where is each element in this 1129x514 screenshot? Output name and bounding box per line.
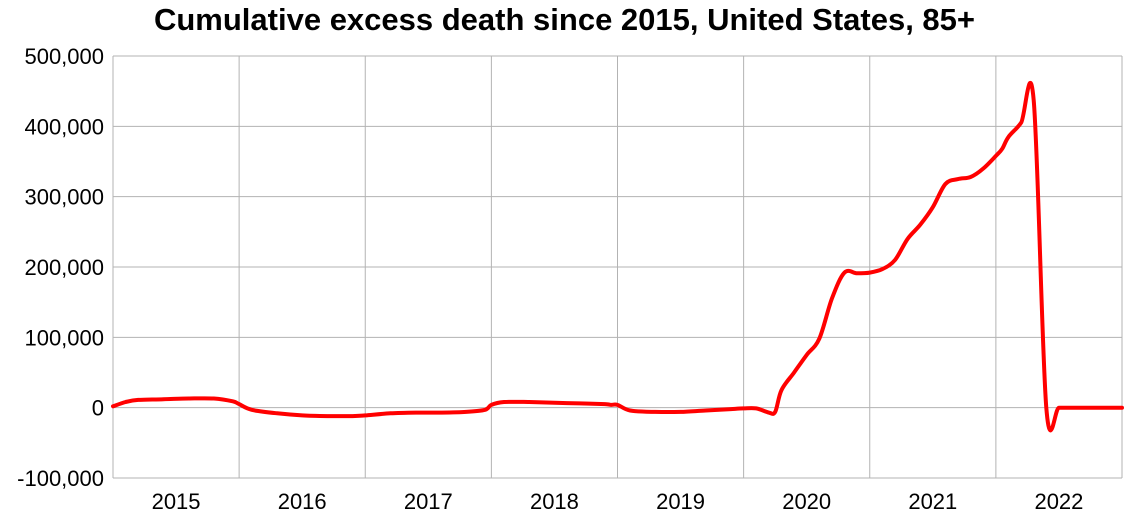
- y-tick-label: 500,000: [24, 44, 104, 69]
- y-tick-label: 200,000: [24, 255, 104, 280]
- series-line: [111, 80, 1124, 433]
- x-tick-label: 2017: [404, 489, 453, 514]
- y-tick-label: 100,000: [24, 325, 104, 350]
- y-tick-label: 300,000: [24, 185, 104, 210]
- x-tick-label: 2019: [656, 489, 705, 514]
- x-tick-label: 2022: [1034, 489, 1083, 514]
- x-tick-label: 2015: [152, 489, 201, 514]
- x-tick-label: 2020: [782, 489, 831, 514]
- x-tick-label: 2018: [530, 489, 579, 514]
- y-tick-label: -100,000: [17, 466, 104, 491]
- y-tick-label: 0: [92, 396, 104, 421]
- x-tick-label: 2016: [278, 489, 327, 514]
- x-tick-label: 2021: [908, 489, 957, 514]
- chart-title: Cumulative excess death since 2015, Unit…: [153, 2, 976, 37]
- y-tick-label: 400,000: [24, 114, 104, 139]
